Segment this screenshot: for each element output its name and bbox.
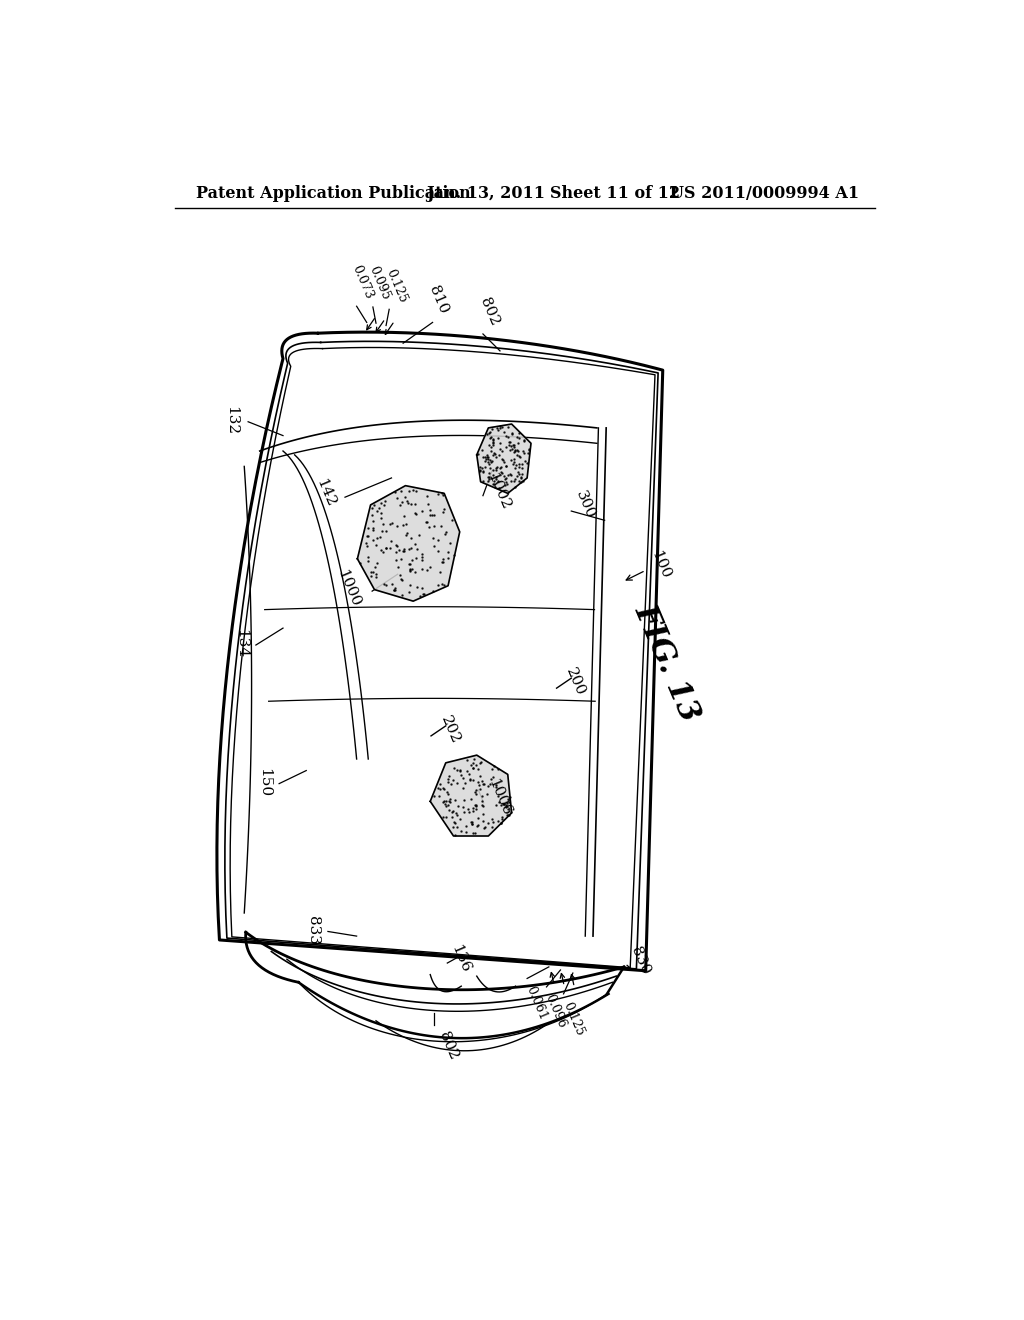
Text: 200: 200 bbox=[563, 665, 588, 698]
Text: 802: 802 bbox=[436, 1030, 461, 1063]
Text: 134: 134 bbox=[234, 628, 248, 659]
Text: 100: 100 bbox=[649, 549, 673, 581]
Text: 0.125: 0.125 bbox=[560, 1001, 587, 1038]
Text: 150: 150 bbox=[257, 767, 271, 797]
Text: 136: 136 bbox=[449, 942, 473, 975]
Text: 830: 830 bbox=[629, 945, 653, 977]
Text: 0.073: 0.073 bbox=[349, 263, 375, 301]
Text: 0.061: 0.061 bbox=[523, 983, 549, 1022]
Text: 300: 300 bbox=[572, 488, 597, 521]
Polygon shape bbox=[477, 424, 531, 494]
Text: US 2011/0009994 A1: US 2011/0009994 A1 bbox=[671, 185, 859, 202]
Text: 202: 202 bbox=[438, 714, 462, 746]
Text: 1006: 1006 bbox=[485, 776, 513, 818]
Text: 810: 810 bbox=[426, 284, 451, 317]
Text: FIG. 13: FIG. 13 bbox=[628, 599, 706, 726]
Polygon shape bbox=[357, 486, 460, 601]
Text: 1002: 1002 bbox=[484, 470, 513, 512]
Text: 142: 142 bbox=[313, 477, 337, 510]
Text: 1000: 1000 bbox=[334, 568, 362, 609]
Text: 0.096: 0.096 bbox=[543, 993, 568, 1031]
Text: 833: 833 bbox=[306, 916, 321, 944]
Text: 802: 802 bbox=[477, 296, 501, 327]
Polygon shape bbox=[430, 755, 512, 836]
Text: 0.125: 0.125 bbox=[384, 267, 410, 305]
Text: Jan. 13, 2011: Jan. 13, 2011 bbox=[426, 185, 546, 202]
Text: 132: 132 bbox=[224, 405, 238, 434]
Text: Patent Application Publication: Patent Application Publication bbox=[197, 185, 471, 202]
Text: Sheet 11 of 12: Sheet 11 of 12 bbox=[550, 185, 681, 202]
Text: 0.095: 0.095 bbox=[367, 264, 392, 302]
